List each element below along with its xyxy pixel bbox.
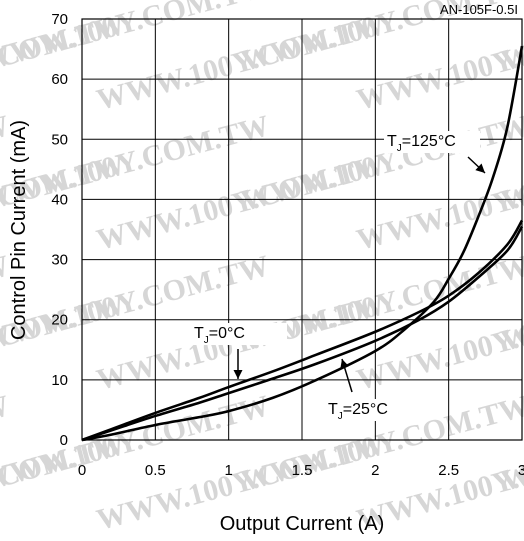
y-tick-label: 40 bbox=[51, 191, 68, 208]
annotation-label: TJ=125°C bbox=[387, 133, 456, 154]
annotation-background bbox=[384, 131, 480, 153]
annotations: TJ=125°CTJ=0°CTJ=25°C bbox=[191, 131, 486, 422]
y-tick-label: 70 bbox=[51, 11, 68, 28]
x-tick-label: 2.5 bbox=[438, 462, 459, 479]
annotation-background bbox=[325, 399, 421, 421]
x-tick-label: 0.5 bbox=[145, 462, 166, 479]
y-tick-label: 20 bbox=[51, 312, 68, 329]
x-tick-label: 2 bbox=[371, 462, 379, 479]
y-tick-label: 50 bbox=[51, 131, 68, 148]
y-axis-title: Control Pin Current (mA) bbox=[8, 120, 30, 340]
series-layer bbox=[81, 45, 524, 442]
annotation-rest: =0°C bbox=[209, 325, 245, 342]
annotation-subscript: J bbox=[397, 143, 402, 154]
annotation-arrowhead bbox=[475, 163, 485, 173]
annotation-background bbox=[191, 323, 287, 345]
annotation-base: T bbox=[328, 401, 338, 418]
annotation-label: TJ=25°C bbox=[328, 401, 388, 422]
x-tick-label: 3 bbox=[518, 462, 524, 479]
annotation-rest: =25°C bbox=[343, 401, 388, 418]
annotation-rest: =125°C bbox=[402, 133, 456, 150]
annotation-base: T bbox=[387, 133, 397, 150]
x-axis-title: Output Current (A) bbox=[220, 513, 385, 535]
y-tick-label: 10 bbox=[51, 372, 68, 389]
x-tick-label: 0 bbox=[78, 462, 86, 479]
annotation-arrowhead bbox=[233, 370, 243, 379]
corner-text: AN-105F-0.5I bbox=[440, 2, 518, 17]
series-line-2 bbox=[81, 45, 524, 442]
series-line-1 bbox=[81, 225, 524, 442]
y-tick-label: 30 bbox=[51, 252, 68, 269]
annotation-arrowhead bbox=[340, 359, 349, 369]
annotation-subscript: J bbox=[204, 335, 209, 346]
annotation-label: TJ=0°C bbox=[194, 325, 245, 346]
series-line-0 bbox=[81, 219, 524, 442]
y-tick-label: 0 bbox=[60, 432, 68, 449]
plot-frame bbox=[81, 18, 523, 441]
x-tick-label: 1 bbox=[224, 462, 232, 479]
y-tick-label: 60 bbox=[51, 71, 68, 88]
annotation-base: T bbox=[194, 325, 204, 342]
grid bbox=[81, 18, 523, 441]
x-tick-label: 1.5 bbox=[292, 462, 313, 479]
annotation-subscript: J bbox=[338, 411, 343, 422]
